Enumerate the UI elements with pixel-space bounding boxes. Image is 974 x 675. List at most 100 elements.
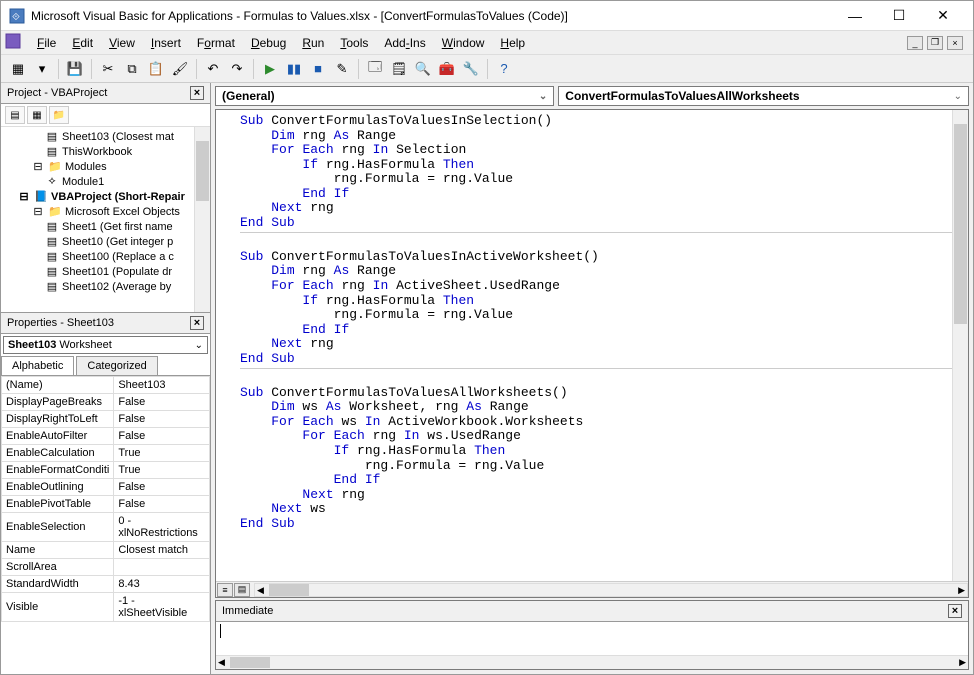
property-row[interactable]: EnableCalculationTrue bbox=[2, 445, 210, 462]
immediate-window[interactable]: Immediate × ◀▶ bbox=[215, 600, 969, 670]
immediate-input[interactable] bbox=[216, 622, 968, 655]
code-line[interactable]: End Sub bbox=[240, 517, 964, 532]
procedure-view-button[interactable]: ≡ bbox=[217, 583, 233, 597]
code-line[interactable]: Dim rng As Range bbox=[240, 129, 964, 144]
code-line[interactable]: If rng.HasFormula Then bbox=[240, 158, 964, 173]
break-button[interactable]: ▮▮ bbox=[283, 58, 305, 80]
property-value[interactable]: False bbox=[114, 394, 210, 411]
code-procedure-dropdown[interactable]: ConvertFormulasToValuesAllWorksheets ⌄ bbox=[558, 86, 969, 106]
menu-edit[interactable]: Edit bbox=[64, 34, 101, 52]
undo-button[interactable]: ↶ bbox=[202, 58, 224, 80]
object-browser-button[interactable]: 🔍 bbox=[412, 58, 434, 80]
property-row[interactable]: EnablePivotTableFalse bbox=[2, 496, 210, 513]
properties-grid[interactable]: (Name)Sheet103DisplayPageBreaksFalseDisp… bbox=[1, 376, 210, 674]
code-line[interactable]: rng.Formula = rng.Value bbox=[240, 172, 964, 187]
property-row[interactable]: EnableFormatConditiTrue bbox=[2, 462, 210, 479]
cut-button[interactable]: ✂ bbox=[97, 58, 119, 80]
project-explorer-close-icon[interactable]: × bbox=[190, 86, 204, 100]
tree-node[interactable]: ⊟📘VBAProject (Short-Repair bbox=[3, 189, 208, 204]
code-line[interactable]: For Each ws In ActiveWorkbook.Worksheets bbox=[240, 415, 964, 430]
menu-tools[interactable]: Tools bbox=[332, 34, 376, 52]
code-line[interactable]: If rng.HasFormula Then bbox=[240, 294, 964, 309]
excel-button[interactable]: ▦ bbox=[7, 58, 29, 80]
property-value[interactable]: -1 - xlSheetVisible bbox=[114, 593, 210, 622]
tree-node[interactable]: ▤ThisWorkbook bbox=[3, 144, 208, 159]
properties-close-icon[interactable]: × bbox=[190, 316, 204, 330]
property-value[interactable]: Sheet103 bbox=[114, 377, 210, 394]
property-value[interactable]: False bbox=[114, 496, 210, 513]
code-line[interactable]: For Each rng In ws.UsedRange bbox=[240, 429, 964, 444]
code-line[interactable]: End If bbox=[240, 187, 964, 202]
tree-node[interactable]: ⊟📁Microsoft Excel Objects bbox=[3, 204, 208, 219]
property-value[interactable]: False bbox=[114, 411, 210, 428]
code-line[interactable]: Sub ConvertFormulasToValuesAllWorksheets… bbox=[240, 386, 964, 401]
copy-button[interactable]: ⧉ bbox=[121, 58, 143, 80]
code-horizontal-scrollbar[interactable]: ◀▶ bbox=[254, 583, 968, 597]
project-tree-scrollbar[interactable] bbox=[194, 127, 210, 312]
code-line[interactable]: End If bbox=[240, 323, 964, 338]
mdi-minimize-button[interactable]: _ bbox=[907, 36, 923, 50]
code-line[interactable]: Next rng bbox=[240, 201, 964, 216]
code-line[interactable]: rng.Formula = rng.Value bbox=[240, 308, 964, 323]
property-row[interactable]: NameClosest match bbox=[2, 542, 210, 559]
tree-node[interactable]: ▤Sheet10 (Get integer p bbox=[3, 234, 208, 249]
design-mode-button[interactable]: ✎ bbox=[331, 58, 353, 80]
menu-window[interactable]: Window bbox=[434, 34, 493, 52]
tree-expander-icon[interactable]: ⊟ bbox=[31, 160, 45, 173]
close-button[interactable]: ✕ bbox=[921, 2, 965, 30]
reset-button[interactable]: ■ bbox=[307, 58, 329, 80]
property-value[interactable] bbox=[114, 559, 210, 576]
code-line[interactable]: For Each rng In Selection bbox=[240, 143, 964, 158]
paste-button[interactable]: 📋 bbox=[145, 58, 167, 80]
menu-format[interactable]: Format bbox=[189, 34, 243, 52]
property-row[interactable]: EnableAutoFilterFalse bbox=[2, 428, 210, 445]
tree-node[interactable]: ▤Sheet1 (Get first name bbox=[3, 219, 208, 234]
code-line[interactable]: If rng.HasFormula Then bbox=[240, 444, 964, 459]
project-tree[interactable]: ▤Sheet103 (Closest mat▤ThisWorkbook⊟📁Mod… bbox=[1, 127, 210, 312]
code-object-dropdown[interactable]: (General) ⌄ bbox=[215, 86, 554, 106]
code-editor[interactable]: Sub ConvertFormulasToValuesInSelection()… bbox=[215, 109, 969, 598]
code-line[interactable]: For Each rng In ActiveSheet.UsedRange bbox=[240, 279, 964, 294]
code-line[interactable]: End If bbox=[240, 473, 964, 488]
titlebar[interactable]: ⟐ Microsoft Visual Basic for Application… bbox=[1, 1, 973, 31]
menu-insert[interactable]: Insert bbox=[143, 34, 189, 52]
maximize-button[interactable]: ☐ bbox=[877, 2, 921, 30]
tab-alphabetic[interactable]: Alphabetic bbox=[1, 356, 74, 375]
mdi-close-button[interactable]: × bbox=[947, 36, 963, 50]
tree-node[interactable]: ⟡Module1 bbox=[3, 174, 208, 189]
immediate-horizontal-scrollbar[interactable]: ◀▶ bbox=[216, 655, 968, 669]
insert-dd-button[interactable]: ▾ bbox=[31, 58, 53, 80]
help-button[interactable]: ? bbox=[493, 58, 515, 80]
property-row[interactable]: (Name)Sheet103 bbox=[2, 377, 210, 394]
code-line[interactable]: Sub ConvertFormulasToValuesInActiveWorks… bbox=[240, 250, 964, 265]
menu-add-ins[interactable]: Add-Ins bbox=[376, 34, 433, 52]
view-code-button[interactable]: ▤ bbox=[5, 106, 25, 124]
code-line[interactable]: Dim rng As Range bbox=[240, 264, 964, 279]
code-line[interactable]: End Sub bbox=[240, 352, 964, 367]
property-value[interactable]: True bbox=[114, 445, 210, 462]
code-line[interactable]: rng.Formula = rng.Value bbox=[240, 459, 964, 474]
property-value[interactable]: False bbox=[114, 428, 210, 445]
tools-dd-button[interactable]: 🔧 bbox=[460, 58, 482, 80]
toolbox-button[interactable]: 🧰 bbox=[436, 58, 458, 80]
save-button[interactable]: 💾 bbox=[64, 58, 86, 80]
menu-view[interactable]: View bbox=[101, 34, 143, 52]
minimize-button[interactable]: — bbox=[833, 2, 877, 30]
code-vertical-scrollbar[interactable] bbox=[952, 110, 968, 581]
tree-node[interactable]: ⊟📁Modules bbox=[3, 159, 208, 174]
tree-node[interactable]: ▤Sheet103 (Closest mat bbox=[3, 129, 208, 144]
properties-window-button[interactable]: 🗒 bbox=[388, 58, 410, 80]
property-value[interactable]: False bbox=[114, 479, 210, 496]
menu-run[interactable]: Run bbox=[294, 34, 332, 52]
code-line[interactable]: End Sub bbox=[240, 216, 964, 231]
tree-node[interactable]: ▤Sheet101 (Populate dr bbox=[3, 264, 208, 279]
code-line[interactable]: Sub ConvertFormulasToValuesInSelection() bbox=[240, 114, 964, 129]
project-explorer-button[interactable]: 🗔 bbox=[364, 58, 386, 80]
code-line[interactable]: Next rng bbox=[240, 488, 964, 503]
tree-expander-icon[interactable]: ⊟ bbox=[17, 190, 31, 203]
tree-node[interactable]: ▤Sheet100 (Replace a c bbox=[3, 249, 208, 264]
property-row[interactable]: StandardWidth8.43 bbox=[2, 576, 210, 593]
property-row[interactable]: EnableSelection0 - xlNoRestrictions bbox=[2, 513, 210, 542]
code-line[interactable]: Next ws bbox=[240, 502, 964, 517]
property-row[interactable]: Visible-1 - xlSheetVisible bbox=[2, 593, 210, 622]
